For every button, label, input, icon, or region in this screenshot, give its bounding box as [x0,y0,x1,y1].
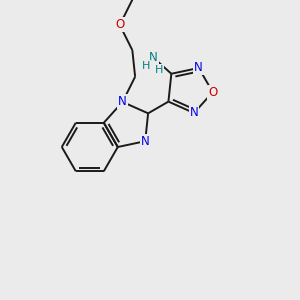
Text: N: N [141,135,150,148]
Text: N: N [149,51,158,64]
Text: H: H [154,65,163,75]
Text: N: N [118,95,127,108]
Text: N: N [190,106,198,119]
Text: N: N [194,61,203,74]
Text: H: H [142,61,150,71]
Text: O: O [208,86,218,99]
Text: O: O [115,18,124,32]
